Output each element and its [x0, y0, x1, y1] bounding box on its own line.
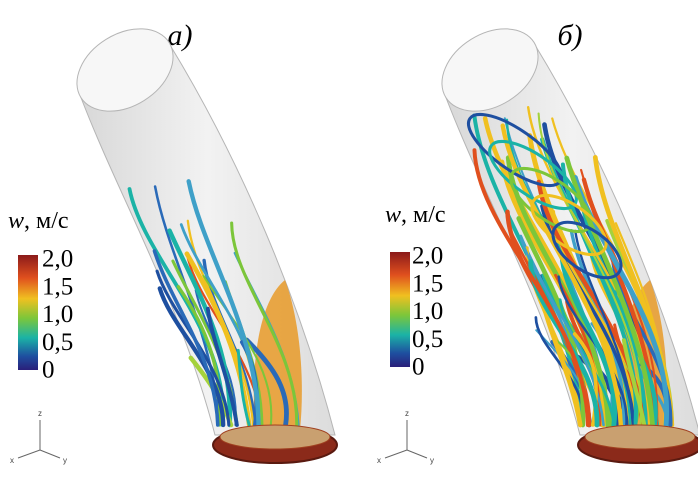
colorbar: [18, 255, 38, 370]
colorbar-tick-label: 1,5: [42, 273, 73, 300]
colorbar-tick-label: 0: [412, 354, 425, 381]
axis-label: y: [63, 456, 67, 465]
colorbar: [390, 252, 410, 367]
axis-y: [407, 450, 427, 458]
axis-y: [40, 450, 60, 458]
axis-label: x: [377, 456, 381, 465]
axis-label: x: [10, 456, 14, 465]
burner-ring-inner: [220, 425, 330, 449]
colorbar-tick-label: 2,0: [42, 246, 73, 273]
axis-x: [385, 450, 407, 458]
colorbar-variable: w: [8, 208, 24, 234]
axis-label: z: [38, 409, 42, 418]
axis-label: y: [430, 456, 434, 465]
colorbar-tick-label: 2,0: [412, 243, 443, 270]
panel-b: б) w, м/с 2,01,51,00,50 z x y: [377, 12, 698, 465]
colorbar-unit: , м/с: [24, 208, 69, 234]
axis-x: [18, 450, 40, 458]
burner-ring-inner: [585, 425, 695, 449]
panel-label: б): [557, 19, 582, 52]
colorbar-tick-label: 1,5: [412, 270, 443, 297]
colorbar-tick-label: 1,0: [412, 298, 443, 325]
axis-label: z: [405, 409, 409, 418]
colorbar-variable: w: [385, 202, 401, 228]
colorbar-unit: , м/с: [401, 202, 446, 228]
figure: а)w, м/с2,01,51,00,50zxy б)w, м/с2,01,51…: [0, 0, 698, 482]
colorbar-title: w, м/с: [8, 208, 69, 234]
colorbar-tick-label: 0: [42, 357, 55, 384]
colorbar-tick-label: 0,5: [42, 329, 73, 356]
colorbar-tick-label: 1,0: [42, 301, 73, 328]
colorbar-tick-label: 0,5: [412, 326, 443, 353]
colorbar-title: w, м/с: [385, 202, 446, 228]
